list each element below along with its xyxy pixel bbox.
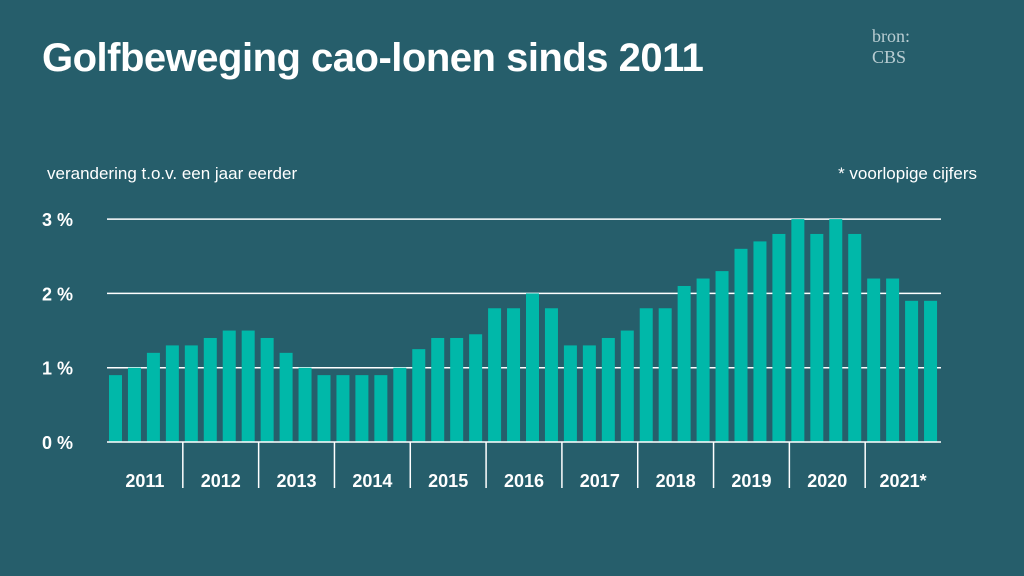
bar [620, 330, 634, 442]
bar [905, 300, 919, 442]
y-axis-label: verandering t.o.v. een jaar eerder [47, 164, 298, 183]
x-tick-label: 2019 [731, 471, 771, 491]
bar [715, 271, 729, 442]
y-tick-label: 3 % [42, 210, 73, 230]
bar [639, 308, 653, 442]
source-name: CBS [872, 47, 907, 67]
bar [355, 375, 369, 442]
bar [677, 285, 691, 442]
bar [507, 308, 521, 442]
x-tick-label: 2020 [807, 471, 847, 491]
bar [734, 248, 748, 442]
x-tick-label: 2014 [352, 471, 392, 491]
bar [829, 219, 843, 442]
source-label: bron: CBS [872, 26, 910, 68]
bar [203, 337, 217, 442]
bar [336, 375, 350, 442]
bar [165, 345, 179, 442]
bar [317, 375, 331, 442]
bar [146, 352, 160, 442]
bar [924, 300, 938, 442]
x-tick-label: 2015 [428, 471, 468, 491]
bar [222, 330, 236, 442]
x-tick-label: 2021* [880, 471, 927, 491]
bar [184, 345, 198, 442]
bar [412, 349, 426, 442]
bar [431, 337, 445, 442]
bar [374, 375, 388, 442]
bar [582, 345, 596, 442]
x-tick-label: 2017 [580, 471, 620, 491]
bar [241, 330, 255, 442]
x-tick-label: 2018 [656, 471, 696, 491]
x-tick-label: 2016 [504, 471, 544, 491]
bar [753, 241, 767, 442]
x-tick-label: 2012 [201, 471, 241, 491]
bar [469, 334, 483, 442]
y-tick-label: 0 % [42, 433, 73, 453]
bar [127, 367, 141, 442]
source-prefix: bron: [872, 26, 910, 46]
bar [848, 233, 862, 442]
bar [393, 367, 407, 442]
bar [696, 278, 710, 442]
bar [526, 293, 539, 442]
chart-title: Golfbeweging cao-lonen sinds 2011 [42, 36, 704, 80]
bar [450, 337, 464, 442]
bar [791, 219, 805, 442]
bar [544, 308, 558, 442]
bar [867, 278, 881, 442]
y-tick-label: 2 % [42, 284, 73, 304]
bar [279, 352, 293, 442]
x-tick-label: 2011 [125, 471, 164, 491]
bar [298, 367, 312, 442]
x-tick-label: 2013 [277, 471, 317, 491]
bar [260, 337, 274, 442]
bar [563, 345, 577, 442]
bar [810, 233, 824, 442]
bar [488, 308, 502, 442]
bar [658, 308, 672, 442]
bar [772, 233, 786, 442]
y-tick-label: 1 % [42, 359, 73, 379]
bar [109, 375, 122, 442]
bar [886, 278, 900, 442]
footnote: * voorlopige cijfers [838, 164, 977, 183]
bar [601, 337, 615, 442]
